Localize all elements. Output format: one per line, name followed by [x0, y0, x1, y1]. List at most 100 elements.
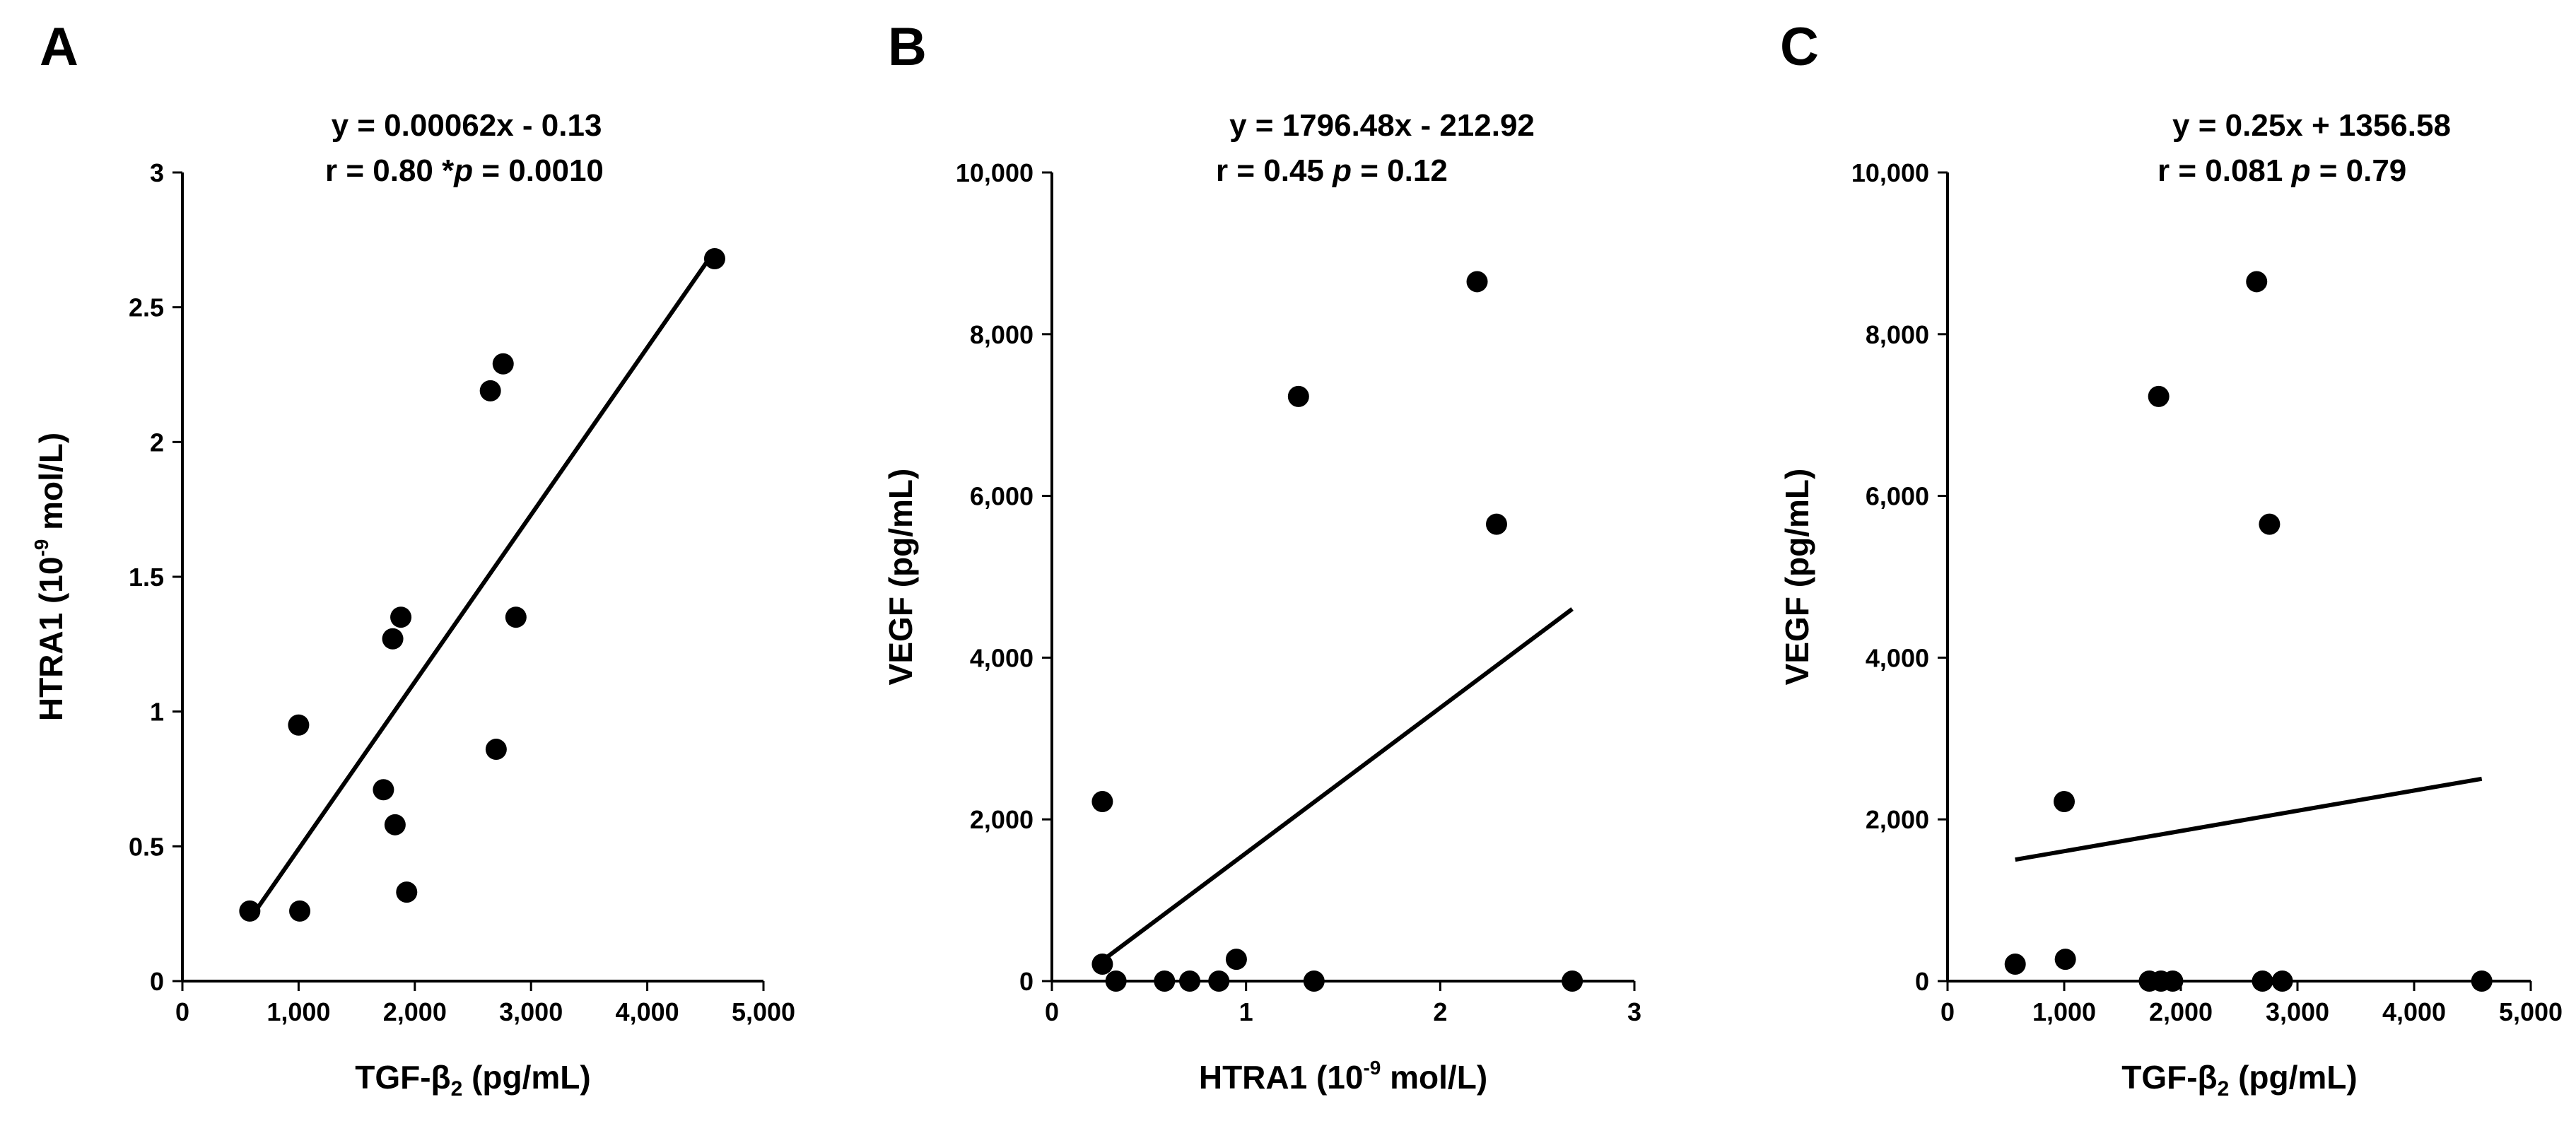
- data-point: [2148, 385, 2170, 407]
- x-tick-label: 1,000: [2032, 997, 2096, 1026]
- data-point: [2054, 949, 2076, 970]
- p-value: = 0.79: [2311, 153, 2407, 188]
- data-point: [289, 900, 311, 922]
- y-tick-label: 0.5: [129, 832, 164, 861]
- y-tick-label: 4,000: [1866, 643, 1929, 672]
- y-tick-label: 8,000: [970, 320, 1034, 349]
- data-point: [2162, 970, 2184, 992]
- y-label-main: HTRA1 (10: [33, 557, 69, 722]
- x-tick-label: 4,000: [616, 997, 679, 1026]
- x-tick-label: 3: [1627, 997, 1641, 1026]
- data-point: [1091, 791, 1113, 813]
- data-point: [1091, 953, 1113, 975]
- x-label-main: HTRA1 (10: [1199, 1059, 1364, 1096]
- p-value: = 0.12: [1352, 153, 1448, 188]
- data-point: [485, 739, 507, 761]
- regression-equation: y = 0.25x + 1356.58: [2172, 108, 2451, 143]
- r-value: r = 0.45: [1216, 153, 1333, 188]
- y-tick-label: 0: [150, 967, 164, 996]
- data-point: [396, 881, 418, 903]
- y-tick-label: 10,000: [956, 158, 1034, 187]
- regression-line: [1101, 607, 1574, 963]
- y-label-superscript: -9: [30, 539, 52, 557]
- y-tick-label: 2,000: [970, 805, 1034, 834]
- y-tick-label: 8,000: [1866, 320, 1929, 349]
- x-tick-label: 2: [1433, 997, 1447, 1026]
- y-axis-label: VEGF (pg/mL): [1779, 469, 1815, 686]
- correlation-stats: r = 0.081 p = 0.79: [2158, 153, 2406, 188]
- data-point: [505, 606, 527, 628]
- regression-equation: y = 1796.48x - 212.92: [1229, 108, 1535, 143]
- correlation-stats: r = 0.80 *p = 0.0010: [325, 153, 604, 188]
- x-tick-label: 0: [175, 997, 189, 1026]
- x-label-subscript: 2: [2218, 1077, 2230, 1101]
- y-tick-label: 6,000: [1866, 482, 1929, 511]
- y-axis-label: HTRA1 (10-9 mol/L): [30, 433, 69, 721]
- data-point: [1303, 970, 1325, 992]
- y-tick-label: 2,000: [1866, 805, 1929, 834]
- x-label-unit: (pg/mL): [462, 1059, 590, 1096]
- y-label-unit: mol/L): [33, 433, 69, 539]
- x-tick-label: 2,000: [2149, 997, 2213, 1026]
- x-tick-label: 3,000: [2266, 997, 2329, 1026]
- data-point: [1179, 970, 1201, 992]
- y-tick-label: 4,000: [970, 643, 1034, 672]
- y-tick-label: 6,000: [970, 482, 1034, 511]
- data-point: [382, 628, 404, 650]
- data-point: [2246, 271, 2268, 293]
- x-axis-label: TGF-β2 (pg/mL): [355, 1059, 590, 1101]
- x-tick-label: 3,000: [499, 997, 563, 1026]
- data-point: [2252, 970, 2273, 992]
- significance-mark: *: [433, 153, 455, 188]
- y-axis-label: VEGF (pg/mL): [882, 469, 919, 686]
- panel-letter: C: [1780, 17, 1819, 77]
- panel-letter: B: [888, 17, 927, 77]
- panel-letter: A: [40, 17, 78, 77]
- p-symbol: p: [1332, 153, 1352, 188]
- data-point: [1208, 970, 1230, 992]
- data-point: [1485, 513, 1507, 535]
- data-point: [1466, 271, 1488, 293]
- x-tick-label: 5,000: [732, 997, 795, 1026]
- x-label-unit: (pg/mL): [2229, 1059, 2357, 1096]
- data-point: [2471, 970, 2493, 992]
- data-point: [2259, 513, 2281, 535]
- panel-b: By = 1796.48x - 212.92 r = 0.45 p = 0.12 0…: [882, 17, 1641, 1096]
- y-label-main: VEGF (pg/mL): [882, 469, 919, 686]
- x-tick-label: 2,000: [383, 997, 447, 1026]
- p-symbol: p: [453, 153, 473, 188]
- data-point: [2054, 791, 2075, 813]
- data-point: [288, 714, 310, 736]
- y-tick-label: 0: [1915, 967, 1929, 996]
- x-label-unit: mol/L): [1381, 1059, 1487, 1096]
- data-point: [239, 900, 261, 922]
- x-label-subscript: 2: [451, 1077, 463, 1101]
- y-tick-label: 1.5: [129, 563, 164, 592]
- r-value: r = 0.80: [325, 153, 433, 188]
- data-point: [1105, 970, 1127, 992]
- x-tick-label: 1,000: [267, 997, 330, 1026]
- data-point: [390, 606, 412, 628]
- panel-a: Ay = 0.00062x - 0.13 r = 0.80 *p = 0.0010…: [30, 17, 795, 1101]
- data-point: [384, 814, 406, 835]
- x-tick-label: 0: [1940, 997, 1955, 1026]
- data-point: [492, 353, 514, 375]
- y-tick-label: 0: [1019, 967, 1034, 996]
- y-tick-label: 3: [150, 158, 164, 187]
- data-point: [2004, 953, 2026, 975]
- data-point: [2271, 970, 2293, 992]
- data-point: [1225, 949, 1247, 970]
- data-point: [1562, 970, 1583, 992]
- p-symbol: p: [2291, 153, 2311, 188]
- data-point: [479, 380, 501, 401]
- regression-line: [250, 250, 717, 917]
- panel-c: Cy = 0.25x + 1356.58 r = 0.081 p = 0.79 0 1…: [1779, 17, 2563, 1101]
- x-tick-label: 1: [1239, 997, 1253, 1026]
- x-label-main: TGF-β: [2121, 1059, 2217, 1096]
- regression-line: [2015, 776, 2483, 862]
- correlation-stats: r = 0.45 p = 0.12: [1216, 153, 1448, 188]
- y-tick-label: 10,000: [1851, 158, 1929, 187]
- x-tick-label: 4,000: [2382, 997, 2446, 1026]
- data-point: [1154, 970, 1176, 992]
- x-axis-label: HTRA1 (10-9 mol/L): [1199, 1057, 1487, 1096]
